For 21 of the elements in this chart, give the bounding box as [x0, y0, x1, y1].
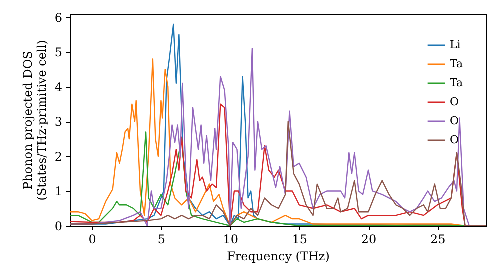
- x-tick-label: 10: [223, 232, 238, 246]
- legend-label: Ta: [450, 58, 464, 70]
- y-axis-title: Phonon projected DOS (States/THz·primitive cell): [20, 40, 49, 201]
- x-tick-label: 20: [361, 232, 377, 246]
- x-axis-title: Frequency (THz): [227, 250, 330, 264]
- legend-label: O: [450, 96, 460, 108]
- y-tick-label: 0: [54, 220, 62, 234]
- legend-label: Ta: [450, 76, 464, 90]
- legend-label: O: [450, 134, 460, 146]
- y-tick-label: 1: [54, 184, 62, 199]
- legend-label: Li: [450, 38, 462, 52]
- x-tick-label: 15: [292, 232, 308, 246]
- y-tick-label: 4: [54, 80, 63, 94]
- x-tick-label: 0: [88, 232, 96, 246]
- y-tick-label: 5: [54, 46, 62, 60]
- legend-label: O: [450, 114, 460, 128]
- x-tick-label: 5: [158, 232, 166, 246]
- x-tick-label: 25: [430, 232, 446, 246]
- y-tick-label: 6: [54, 10, 62, 25]
- y-tick-label: 3: [54, 115, 62, 130]
- y-tick-label: 2: [54, 150, 62, 164]
